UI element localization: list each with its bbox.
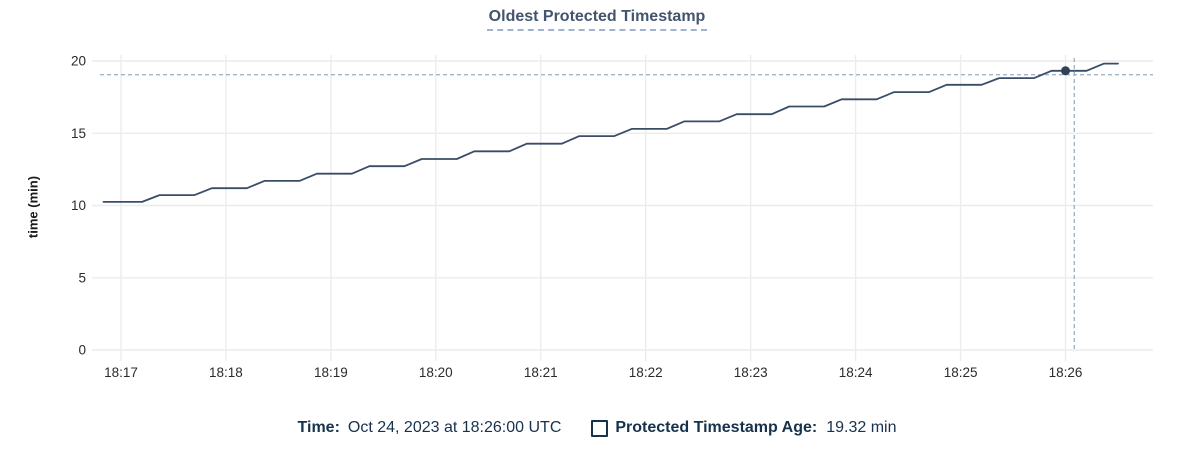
y-tick-label: 10 (71, 198, 86, 213)
time-value: Oct 24, 2023 at 18:26:00 UTC (347, 419, 562, 436)
x-tick-label: 18:19 (314, 365, 348, 380)
x-tick-label: 18:21 (524, 365, 558, 380)
hover-marker-dot (1061, 66, 1070, 76)
y-tick-label: 5 (78, 270, 86, 285)
y-tick-label: 15 (71, 126, 86, 141)
chart-title-row: Oldest Protected Timestamp (0, 8, 1194, 31)
x-tick-label: 18:17 (104, 365, 138, 380)
time-label: Time: (297, 419, 340, 436)
x-tick-label: 18:23 (734, 365, 768, 380)
chart-legend: Time: Oct 24, 2023 at 18:26:00 UTC Prote… (0, 419, 1194, 437)
legend-item-protected-timestamp-age[interactable]: Protected Timestamp Age: 19.32 min (591, 419, 896, 437)
x-tick-label: 18:25 (944, 365, 978, 380)
chart-title[interactable]: Oldest Protected Timestamp (486, 8, 708, 31)
legend-checkbox-icon (591, 419, 609, 437)
line-chart[interactable]: 0 5 10 15 20 18:17 18:18 18:19 18:20 18:21 18:22 18… (0, 0, 1194, 400)
y-tick-label: 0 (78, 343, 86, 358)
y-tick-label: 20 (71, 54, 86, 69)
x-tick-label: 18:22 (629, 365, 663, 380)
series-label: Protected Timestamp Age: (615, 419, 818, 436)
x-tick-label: 18:20 (419, 365, 453, 380)
series-value: 19.32 min (826, 419, 897, 436)
x-tick-label: 18:24 (839, 365, 873, 380)
x-tick-label: 18:26 (1049, 365, 1083, 380)
x-tick-label: 18:18 (209, 365, 243, 380)
series-line (102, 62, 1119, 203)
